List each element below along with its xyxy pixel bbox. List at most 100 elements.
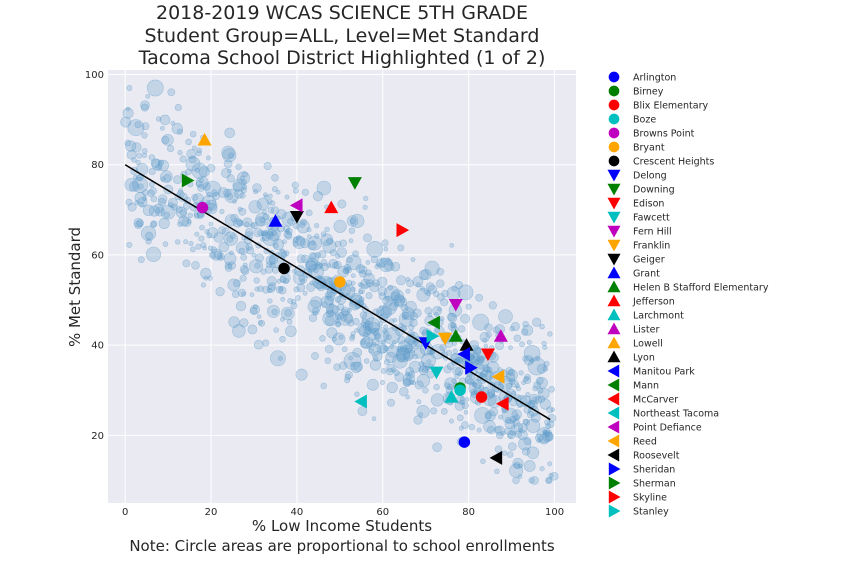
background-school-point [249, 307, 258, 315]
background-school-point [167, 145, 175, 153]
background-school-point [360, 339, 367, 345]
background-school-point [320, 231, 327, 237]
background-school-point [486, 388, 495, 397]
background-school-point [447, 312, 456, 322]
background-school-point [380, 257, 387, 264]
background-school-point [240, 253, 248, 261]
background-school-point [308, 313, 318, 323]
background-school-point [376, 258, 386, 268]
background-school-point [265, 230, 274, 240]
background-school-point [316, 180, 332, 196]
background-school-point [439, 344, 447, 352]
background-school-point [514, 430, 522, 438]
background-school-point [341, 309, 349, 317]
background-school-point [195, 176, 209, 189]
background-school-point [168, 202, 174, 208]
background-school-point [369, 282, 380, 293]
background-school-point [402, 326, 408, 332]
background-school-point [414, 347, 426, 359]
background-school-point [514, 383, 520, 389]
x-tick-label: 20 [205, 507, 218, 518]
background-school-point [413, 415, 423, 425]
background-school-point [465, 303, 472, 310]
background-school-point [483, 343, 489, 349]
background-school-point [484, 366, 491, 373]
background-school-point [276, 278, 282, 284]
background-school-point [513, 334, 521, 342]
background-school-point [350, 361, 362, 374]
background-school-point [459, 399, 466, 406]
background-school-point [295, 368, 308, 381]
background-school-point [221, 227, 230, 236]
background-school-point [190, 131, 197, 138]
background-school-point [189, 246, 196, 253]
background-school-point [393, 294, 405, 306]
background-school-point [285, 325, 297, 338]
background-school-point [348, 355, 353, 361]
background-school-point [306, 227, 312, 233]
background-school-point [334, 240, 342, 248]
legend-label-sheridan: Sheridan [633, 465, 675, 476]
background-school-point [383, 246, 389, 252]
background-school-point [428, 349, 434, 355]
background-school-point [271, 308, 278, 316]
background-school-point [127, 119, 145, 137]
background-school-point [210, 246, 217, 253]
background-school-point [191, 260, 200, 270]
background-school-point [423, 365, 430, 372]
background-school-point [148, 205, 160, 217]
marker-browns-point [196, 201, 209, 214]
marker-blix-elementary [475, 391, 488, 403]
background-school-point [271, 206, 280, 215]
background-school-point [358, 287, 365, 295]
background-school-point [186, 149, 197, 160]
background-school-point [256, 314, 262, 319]
background-school-point [526, 446, 540, 460]
background-school-point [273, 327, 280, 333]
background-school-point [345, 266, 352, 274]
background-school-point [204, 229, 210, 235]
background-school-point [383, 345, 390, 352]
background-school-point [455, 367, 464, 376]
background-school-point [302, 290, 308, 296]
background-school-point [135, 159, 141, 165]
background-school-point [509, 463, 524, 478]
background-school-point [171, 122, 184, 135]
background-school-point [436, 267, 445, 276]
background-school-point [158, 194, 168, 204]
legend-marker-edison [607, 197, 621, 210]
background-school-point [545, 476, 553, 485]
background-school-point [409, 312, 418, 321]
grid-lines [108, 70, 576, 503]
background-school-point [262, 192, 268, 198]
legend-label-crescent-heights: Crescent Heights [633, 157, 714, 168]
background-school-point [440, 407, 448, 415]
background-school-point [283, 250, 290, 257]
background-school-point [137, 183, 144, 190]
background-school-point [314, 251, 322, 259]
background-school-point [506, 451, 514, 458]
background-school-point [207, 275, 213, 281]
background-school-point [145, 246, 162, 262]
background-school-point [150, 158, 161, 168]
background-school-point [134, 200, 140, 206]
background-school-point [393, 301, 400, 308]
y-tick-label: 60 [91, 250, 104, 261]
background-school-point [333, 363, 341, 371]
background-school-point [476, 427, 482, 433]
background-school-point [548, 472, 554, 479]
background-school-point [528, 477, 535, 484]
background-school-point [464, 374, 475, 385]
background-school-point [211, 189, 218, 196]
background-school-point [375, 305, 391, 320]
marker-downing [347, 177, 362, 190]
background-school-point [385, 257, 391, 263]
background-school-point [295, 295, 301, 301]
background-school-point [451, 378, 457, 384]
background-school-point [175, 205, 183, 213]
background-school-point [198, 166, 210, 178]
background-school-point [148, 154, 156, 161]
background-school-point [527, 357, 546, 376]
background-school-point [250, 304, 260, 315]
background-school-point [136, 152, 143, 159]
